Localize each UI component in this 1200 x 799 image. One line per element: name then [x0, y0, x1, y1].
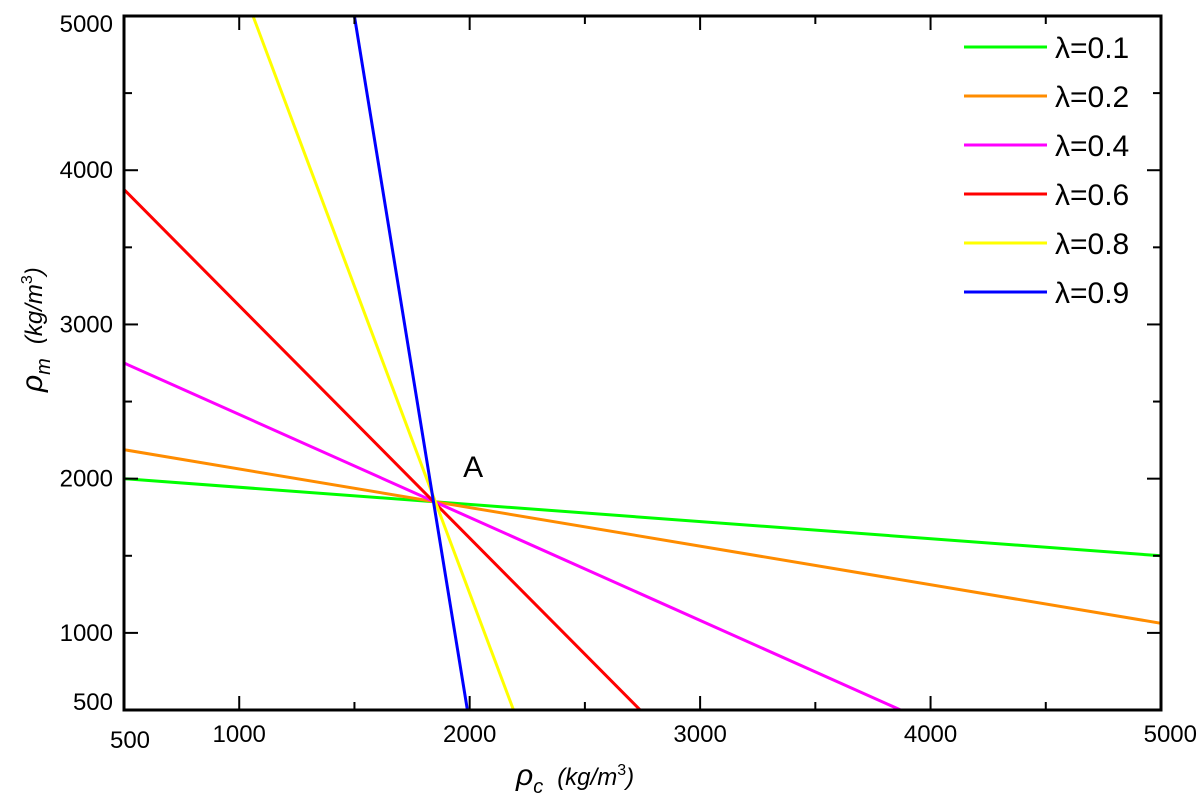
y-tick-label: 500	[73, 689, 113, 716]
annotation-layer: A	[463, 451, 483, 484]
legend: λ=0.1 λ=0.2 λ=0.4 λ=0.6 λ=0.8 λ=0.9	[964, 32, 1129, 310]
series-line-4	[251, 15, 515, 711]
ticks-layer: 500 1000 2000 3000 4000 5000 500 1000 2000 3000 40…	[60, 11, 1197, 754]
legend-label-4: λ=0.8	[1055, 228, 1129, 261]
x-tick-label: 5000	[1144, 721, 1197, 748]
legend-label-1: λ=0.2	[1055, 81, 1129, 114]
y-tick-label: 1000	[60, 620, 113, 647]
series-layer	[122, 15, 1162, 712]
x-tick-label: 4000	[904, 721, 957, 748]
y-tick-label: 2000	[60, 466, 113, 493]
annotation-label: A	[463, 451, 483, 484]
series-line-1	[123, 448, 1162, 625]
legend-label-5: λ=0.9	[1055, 277, 1129, 310]
plot-frame	[122, 14, 1163, 712]
series-line-2	[123, 361, 902, 712]
x-tick-label: 3000	[673, 721, 726, 748]
y-tick-label: 4000	[60, 157, 113, 184]
series-line-0	[123, 477, 1162, 558]
x-tick-label: 1000	[213, 721, 266, 748]
series-line-3	[122, 188, 642, 712]
legend-label-3: λ=0.6	[1055, 179, 1129, 212]
x-tick-label: 2000	[443, 721, 496, 748]
legend-label-0: λ=0.1	[1055, 32, 1129, 65]
y-axis-title: ρm(kg/m3)	[16, 267, 55, 393]
y-tick-label: 3000	[60, 311, 113, 338]
x-tick-label: 500	[110, 727, 150, 754]
x-axis-title: ρc (kg/m3)	[515, 759, 634, 798]
legend-label-2: λ=0.4	[1055, 130, 1129, 163]
y-tick-label: 5000	[60, 11, 113, 38]
series-line-5	[352, 15, 469, 711]
